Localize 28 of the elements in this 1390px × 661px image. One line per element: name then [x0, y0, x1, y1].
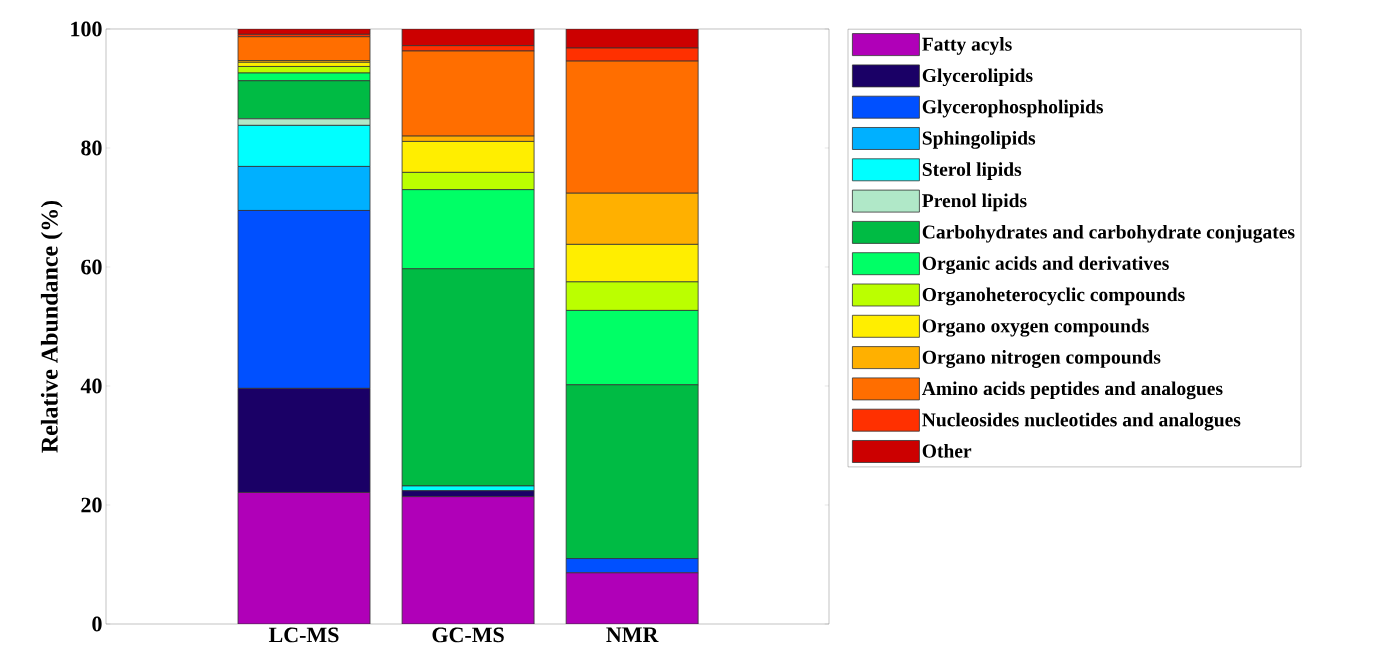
x-tick-label: LC-MS [268, 627, 339, 643]
bar [402, 496, 535, 624]
y-tick-label: 40 [80, 378, 102, 394]
legend-label: Organo nitrogen compounds [922, 350, 1161, 368]
y-tick-label: 20 [81, 497, 102, 513]
legend-label: Nucleosides nucleotides and analogues [922, 412, 1241, 431]
legend-label: Organo oxygen compounds [922, 318, 1149, 337]
legend-label: Prenol lipids [922, 193, 1027, 212]
legend-label: Glycerolipids [922, 68, 1033, 87]
y-tick-label: 80 [81, 140, 102, 156]
legend-label: Glycerophospholipids [922, 99, 1104, 118]
legend-label: Other [922, 443, 972, 458]
legend-label: Amino acids peptides and analogues [921, 381, 1223, 400]
y-tick-label: 0 [92, 616, 102, 632]
y-tick-label: 100 [71, 21, 102, 37]
legend-label: Organoheterocyclic compounds [922, 287, 1185, 306]
legend-label: Carbohydrates and carbohydrate conjugates [922, 224, 1295, 243]
x-tick-label: NMR [606, 627, 659, 642]
legend-label: Sterol lipids [922, 162, 1022, 180]
y-axis-title: Relative Abundance (%) [40, 200, 63, 453]
bar [565, 572, 699, 624]
bar [237, 36, 371, 61]
legend-label: Fatty acyls [922, 37, 1012, 55]
legend-label: Organic acids and derivatives [922, 256, 1169, 275]
legend-label: Sphingolipids [922, 130, 1036, 149]
y-tick-label: 60 [81, 259, 102, 275]
bar [238, 492, 371, 624]
x-tick-label: GC-MS [432, 627, 504, 643]
